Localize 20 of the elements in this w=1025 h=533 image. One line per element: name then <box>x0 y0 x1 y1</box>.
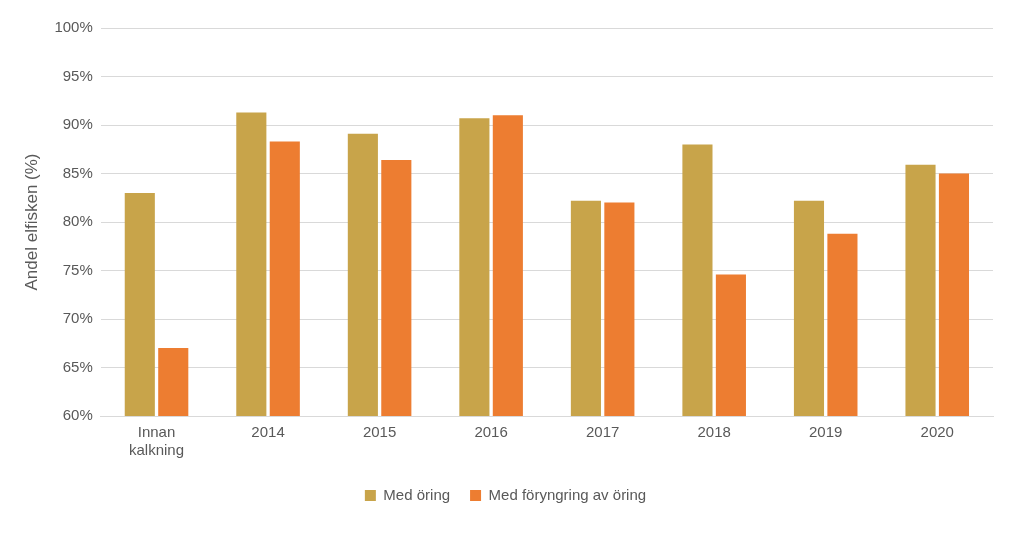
x-tick-label: 2016 <box>474 423 508 441</box>
x-tick-label: 2015 <box>362 423 397 441</box>
y-axis-title: Andel elfisken (%) <box>21 153 41 291</box>
y-tick-label: 80% <box>62 212 93 230</box>
legend-label: Med öring <box>383 485 451 503</box>
x-tick-label: 2017 <box>585 423 620 441</box>
x-tick-label: 2014 <box>251 423 285 441</box>
y-tick-label: 90% <box>62 115 93 133</box>
y-tick-label: 60% <box>62 406 93 424</box>
y-tick-label: 65% <box>62 357 93 375</box>
y-tick-label: 75% <box>62 260 93 278</box>
x-tick-label: 2019 <box>809 423 843 441</box>
y-tick-label: 70% <box>62 309 93 327</box>
y-tick-label: 85% <box>62 163 93 181</box>
x-tick-label: 2020 <box>920 423 954 441</box>
legend-label: Med föryngring av öring <box>488 485 647 503</box>
y-tick-label: 95% <box>62 66 93 84</box>
y-tick-label: 100% <box>54 18 93 36</box>
x-tick-label: 2018 <box>697 423 731 441</box>
x-tick-label: Innan kalkning <box>129 423 185 459</box>
